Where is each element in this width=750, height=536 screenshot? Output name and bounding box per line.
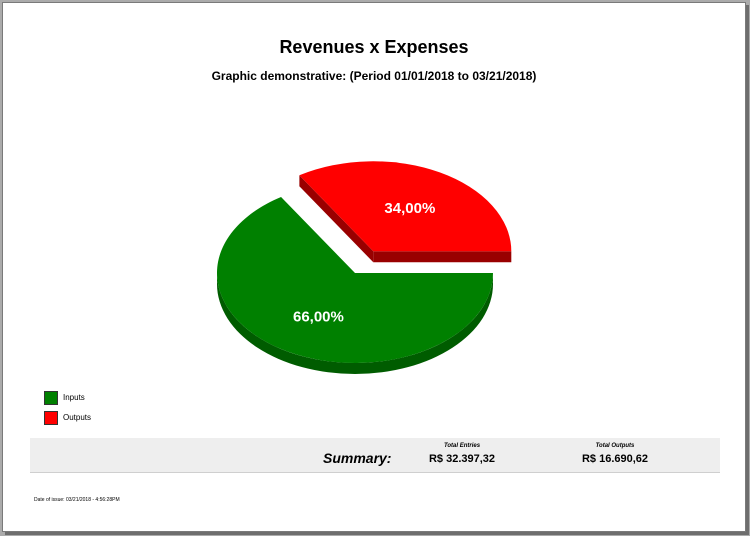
total-outputs-value: R$ 16.690,62 (581, 453, 649, 465)
date-of-issue: Date of issue: 03/21/2018 - 4:56:28PM (34, 497, 120, 503)
summary-band: Summary: Total Entries R$ 32.397,32 Tota… (30, 438, 720, 473)
total-outputs-header: Total Outputs (595, 443, 635, 449)
pie-slice-edge-outputs-0 (299, 175, 374, 263)
legend-label-outputs: Outputs (63, 413, 92, 422)
legend-item-outputs: Outputs (44, 410, 92, 425)
pie-slice-edge-outputs-1 (373, 251, 512, 263)
legend-swatch-inputs (44, 390, 58, 405)
legend-swatch-outputs (44, 410, 58, 425)
pie-data-label-inputs: 66,00% (293, 308, 344, 325)
legend-label-inputs: Inputs (63, 393, 85, 402)
total-outputs: Total Outputs R$ 16.690,62 (550, 443, 680, 465)
pie-slice-outputs (299, 161, 512, 252)
total-entries-header: Total Entries (443, 443, 481, 449)
summary-label: Summary: (323, 450, 392, 466)
report-subtitle: Graphic demonstrative: (Period 01/01/201… (211, 69, 537, 83)
total-entries: Total Entries R$ 32.397,32 (397, 443, 527, 465)
pie-chart: 66,00% 34,00% (216, 161, 512, 374)
total-entries-value: R$ 32.397,32 (428, 453, 496, 465)
chart-legend: Inputs Outputs (44, 390, 92, 431)
legend-item-inputs: Inputs (44, 390, 91, 405)
report-title: Revenues x Expenses (279, 37, 469, 57)
pie-slice-inputs (216, 197, 493, 363)
pie-data-label-outputs: 34,00% (384, 200, 435, 217)
